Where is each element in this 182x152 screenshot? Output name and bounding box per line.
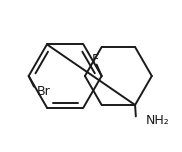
Text: NH₂: NH₂ <box>146 114 169 127</box>
Text: F: F <box>92 53 99 66</box>
Text: Br: Br <box>36 85 50 98</box>
